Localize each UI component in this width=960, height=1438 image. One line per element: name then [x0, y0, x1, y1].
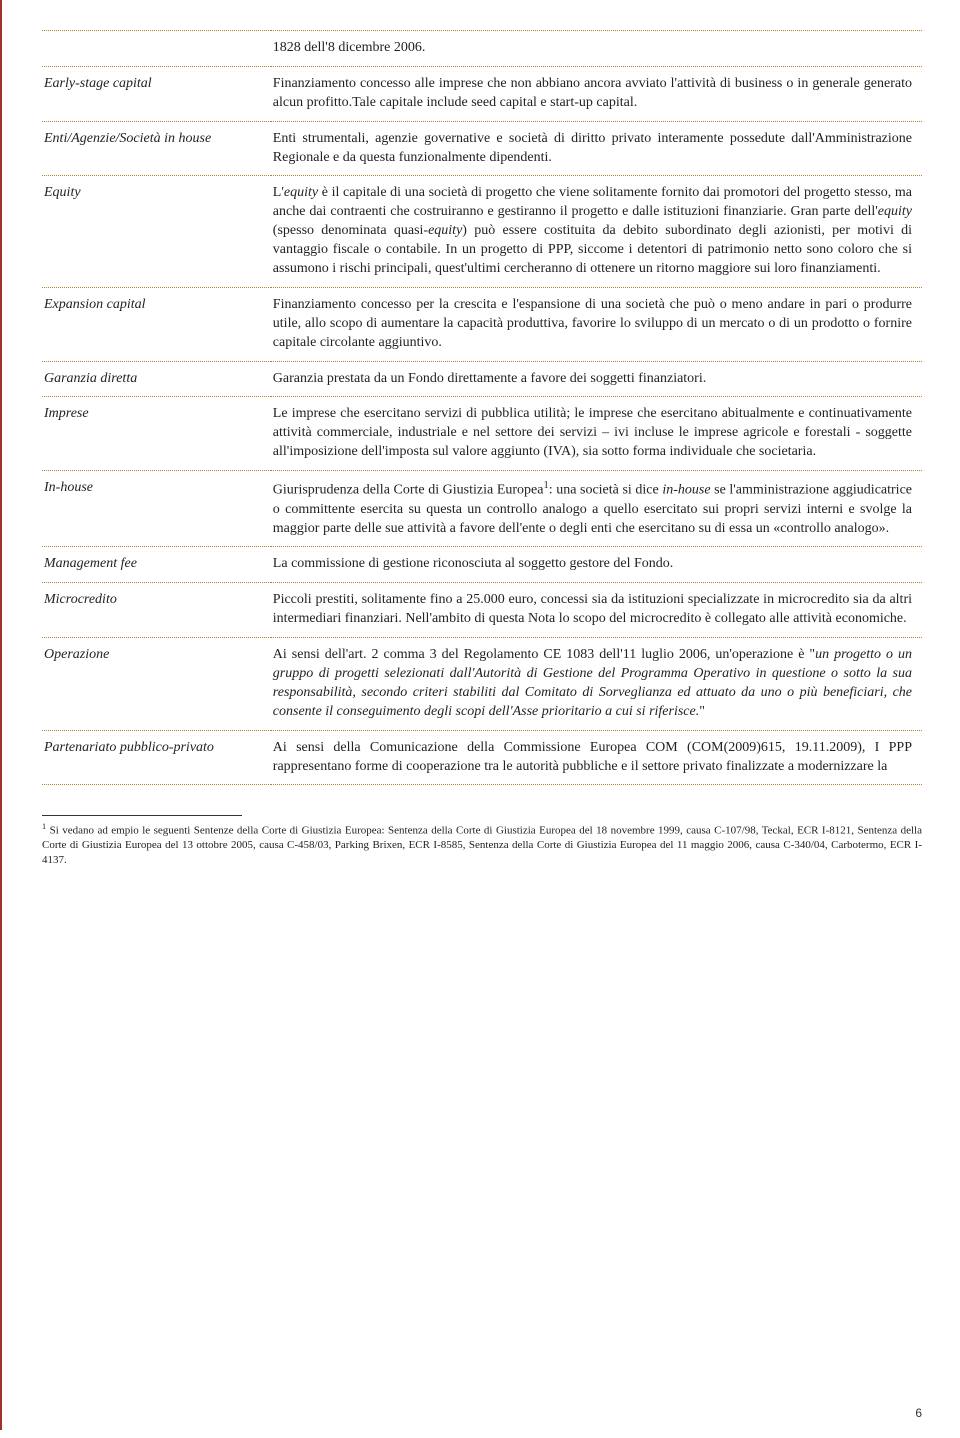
- glossary-definition: Giurisprudenza della Corte di Giustizia …: [271, 471, 922, 547]
- glossary-definition: Piccoli prestiti, solitamente fino a 25.…: [271, 583, 922, 638]
- glossary-row: Early-stage capitalFinanziamento concess…: [42, 66, 922, 121]
- glossary-definition: Ai sensi dell'art. 2 comma 3 del Regolam…: [271, 638, 922, 731]
- glossary-body: 1828 dell'8 dicembre 2006.Early-stage ca…: [42, 31, 922, 785]
- glossary-row: Expansion capitalFinanziamento concesso …: [42, 287, 922, 361]
- glossary-row: 1828 dell'8 dicembre 2006.: [42, 31, 922, 67]
- glossary-definition: Ai sensi della Comunicazione della Commi…: [271, 730, 922, 785]
- glossary-table: 1828 dell'8 dicembre 2006.Early-stage ca…: [42, 30, 922, 785]
- footnote-text: 1 Si vedano ad empio le seguenti Sentenz…: [42, 822, 922, 867]
- glossary-definition: Finanziamento concesso per la crescita e…: [271, 287, 922, 361]
- glossary-term: Garanzia diretta: [42, 361, 271, 397]
- glossary-term: Management fee: [42, 547, 271, 583]
- glossary-definition: 1828 dell'8 dicembre 2006.: [271, 31, 922, 67]
- glossary-definition: L'equity è il capitale di una società di…: [271, 176, 922, 287]
- glossary-term: Operazione: [42, 638, 271, 731]
- glossary-row: MicrocreditoPiccoli prestiti, solitament…: [42, 583, 922, 638]
- glossary-row: Partenariato pubblico-privatoAi sensi de…: [42, 730, 922, 785]
- glossary-definition: Finanziamento concesso alle imprese che …: [271, 66, 922, 121]
- glossary-row: OperazioneAi sensi dell'art. 2 comma 3 d…: [42, 638, 922, 731]
- glossary-definition: Garanzia prestata da un Fondo direttamen…: [271, 361, 922, 397]
- glossary-term: Microcredito: [42, 583, 271, 638]
- glossary-term: [42, 31, 271, 67]
- glossary-row: In-houseGiurisprudenza della Corte di Gi…: [42, 471, 922, 547]
- glossary-term: Partenariato pubblico-privato: [42, 730, 271, 785]
- page-number: 6: [915, 1406, 922, 1420]
- glossary-row: Management feeLa commissione di gestione…: [42, 547, 922, 583]
- glossary-row: Garanzia direttaGaranzia prestata da un …: [42, 361, 922, 397]
- glossary-definition: La commissione di gestione riconosciuta …: [271, 547, 922, 583]
- glossary-term: Enti/Agenzie/Società in house: [42, 121, 271, 176]
- glossary-row: Enti/Agenzie/Società in houseEnti strume…: [42, 121, 922, 176]
- glossary-row: ImpreseLe imprese che esercitano servizi…: [42, 397, 922, 471]
- footnote-separator: [42, 815, 242, 816]
- glossary-term: Imprese: [42, 397, 271, 471]
- document-page: 1828 dell'8 dicembre 2006.Early-stage ca…: [0, 0, 960, 1430]
- glossary-row: EquityL'equity è il capitale di una soci…: [42, 176, 922, 287]
- glossary-definition: Enti strumentali, agenzie governative e …: [271, 121, 922, 176]
- glossary-term: Equity: [42, 176, 271, 287]
- glossary-term: Expansion capital: [42, 287, 271, 361]
- glossary-term: Early-stage capital: [42, 66, 271, 121]
- glossary-term: In-house: [42, 471, 271, 547]
- glossary-definition: Le imprese che esercitano servizi di pub…: [271, 397, 922, 471]
